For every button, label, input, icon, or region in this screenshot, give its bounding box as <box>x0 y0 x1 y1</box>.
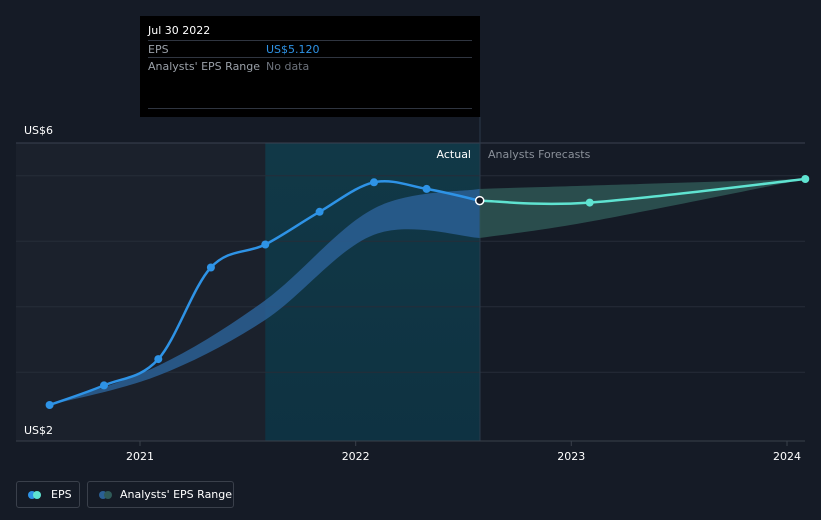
legend-range-toggle[interactable]: Analysts' EPS Range <box>87 481 234 508</box>
tooltip-date: Jul 30 2022 <box>148 24 211 37</box>
legend-eps-toggle[interactable]: EPS <box>16 481 80 508</box>
range-legend-dot-icon-forecast <box>104 491 112 499</box>
tooltip-eps-value: US$5.120 <box>266 43 320 56</box>
y-tick-label-bottom: US$2 <box>24 424 53 437</box>
tooltip-range-value: No data <box>266 60 310 73</box>
tooltip: Jul 30 2022 EPS US$5.120 Analysts' EPS R… <box>140 16 480 117</box>
eps-point-actual <box>422 184 431 193</box>
eps-legend-dot-icon <box>28 491 36 499</box>
eps-point-actual <box>261 240 270 249</box>
tooltip-range-label: Analysts' EPS Range <box>148 60 261 73</box>
eps-point-actual <box>315 207 324 216</box>
tooltip-range-row: Analysts' EPS Range No data <box>148 57 472 75</box>
tooltip-divider <box>148 108 472 109</box>
tooltip-eps-row: EPS US$5.120 <box>148 40 472 58</box>
eps-point-forecast <box>801 175 810 183</box>
eps-forecast-line <box>479 177 806 206</box>
x-tick-label: 2022 <box>342 450 370 463</box>
x-tick-label: 2021 <box>126 450 154 463</box>
x-tick-label: 2023 <box>557 450 585 463</box>
legend-range-label: Analysts' EPS Range <box>120 488 233 501</box>
range-legend-dot-icon <box>99 491 107 499</box>
tooltip-eps-label: EPS <box>148 43 169 56</box>
eps-point-selected <box>474 195 485 206</box>
eps-point-actual <box>370 178 378 187</box>
legend-eps-label: EPS <box>51 488 72 501</box>
analysts-range-forecast-area <box>479 179 806 238</box>
eps-point-actual <box>154 355 163 364</box>
forecast-region-label: Analysts Forecasts <box>488 148 591 161</box>
eps-legend-dot-icon-forecast <box>33 491 41 499</box>
x-axis-ticks: 2021 2022 2023 2024 <box>126 441 801 463</box>
analysts-range-past-area <box>49 188 480 405</box>
eps-point-actual <box>206 263 215 272</box>
eps-points <box>45 175 810 409</box>
actual-region-label: Actual <box>437 148 471 161</box>
eps-point-actual <box>100 381 108 390</box>
eps-actual-line <box>49 180 480 407</box>
eps-point-forecast <box>585 198 594 207</box>
x-tick-label: 2024 <box>773 450 801 463</box>
eps-point-actual <box>45 401 54 409</box>
y-tick-label-top: US$6 <box>24 124 53 137</box>
